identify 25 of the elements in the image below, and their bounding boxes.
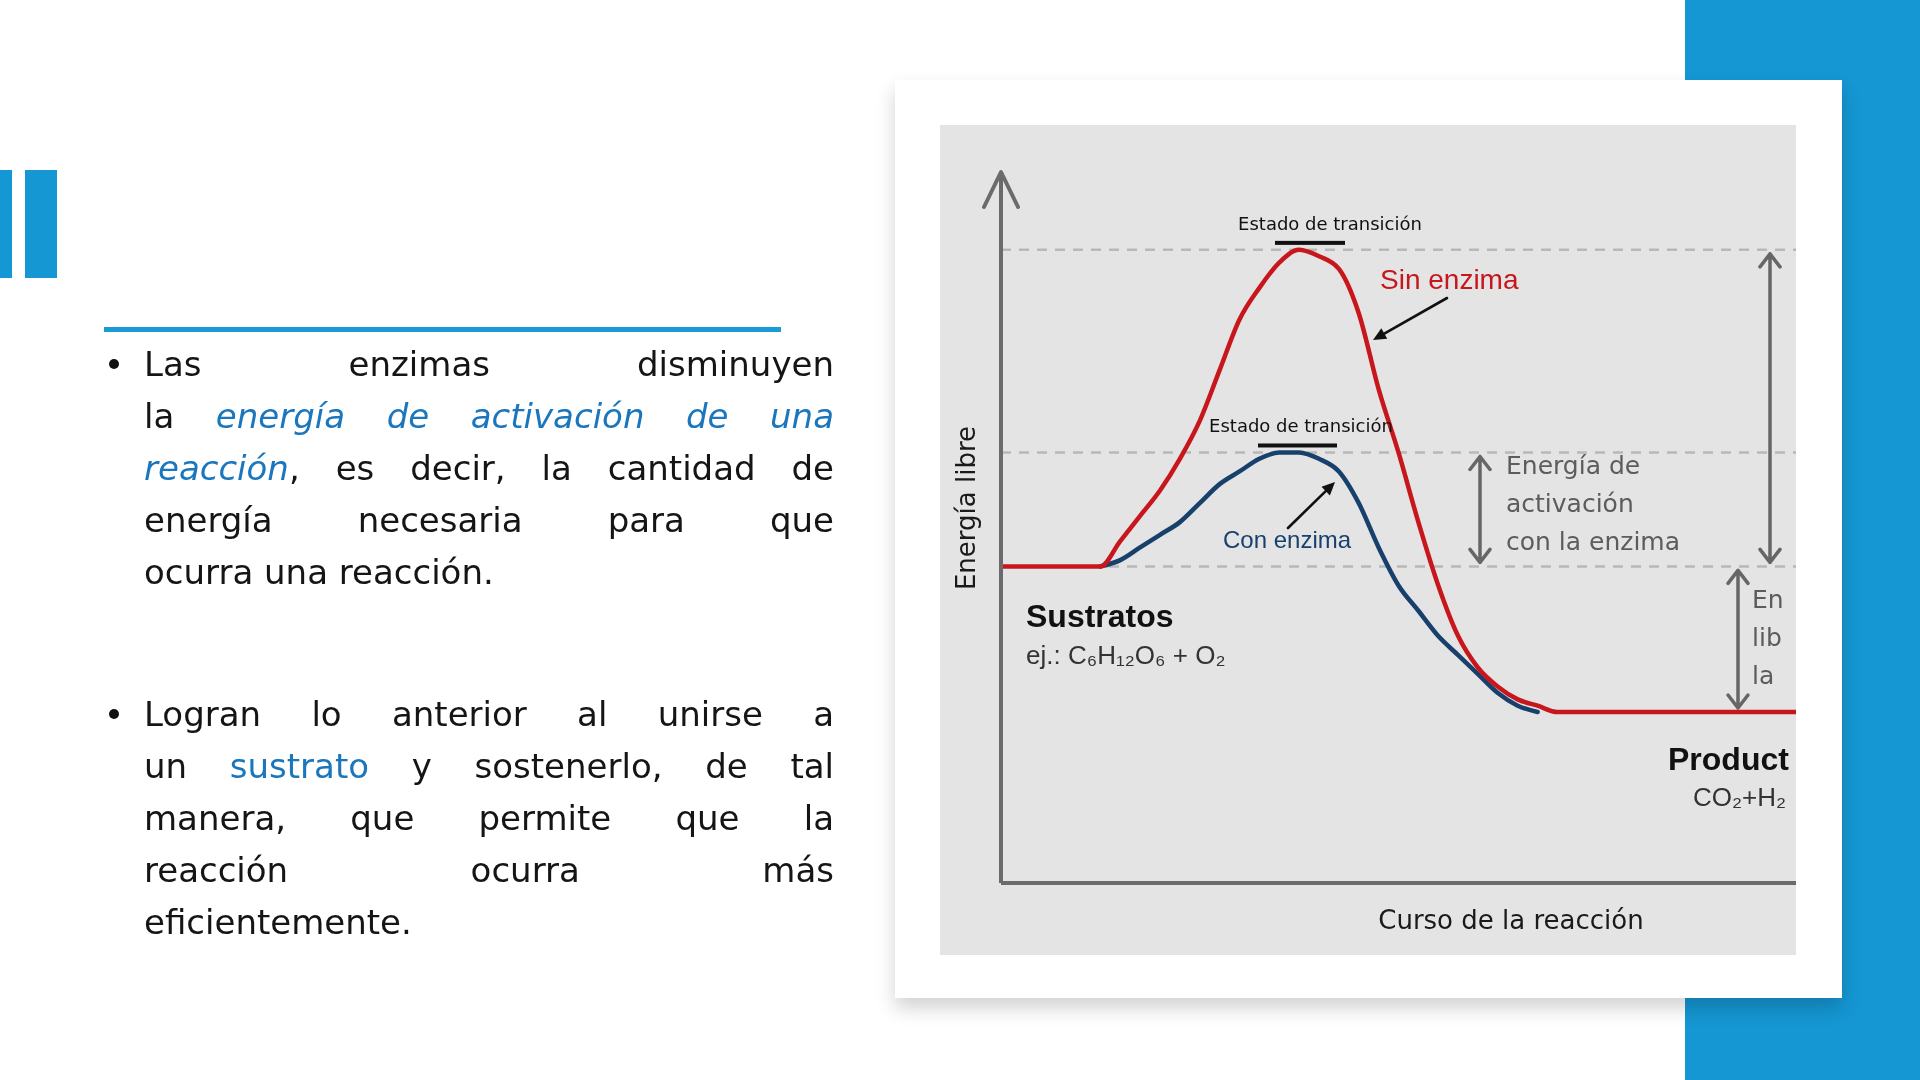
series-label: Con enzima	[1223, 526, 1352, 553]
x-axis-title: Curso de la reacción	[1378, 905, 1644, 935]
text: energía necesaria para que	[144, 500, 834, 540]
annotation: Product	[1668, 740, 1789, 778]
series-label: Sin enzima	[1380, 264, 1519, 295]
annotation: Energía de activación con la enzima	[1506, 450, 1681, 558]
annotation: Sustratos	[1026, 597, 1174, 635]
text: , es decir, la cantidad de	[288, 448, 834, 488]
text: reacción ocurra más	[144, 850, 834, 890]
text: y sostenerlo, de tal	[411, 746, 835, 786]
annotation: En lib la	[1752, 584, 1784, 692]
text: Estado de transición	[1238, 212, 1422, 234]
text: un	[144, 746, 188, 786]
text: ocurra una reacción.	[144, 552, 494, 592]
y-axis-title: Energía libre	[951, 425, 981, 591]
annotation: ej.: C₆H₁₂O₆ + O₂	[1026, 640, 1226, 670]
text: energía de activación de una	[215, 396, 834, 436]
text: Logran lo anterior al unirse a	[144, 694, 834, 734]
text: eficientemente.	[144, 902, 412, 942]
text: sustrato	[229, 746, 370, 786]
text: reacción	[144, 448, 289, 488]
text: la	[144, 396, 175, 436]
annotation: CO₂+H₂	[1693, 782, 1787, 812]
text: manera, que permite que la	[144, 798, 834, 838]
text: Las enzimas disminuyen	[144, 344, 834, 384]
